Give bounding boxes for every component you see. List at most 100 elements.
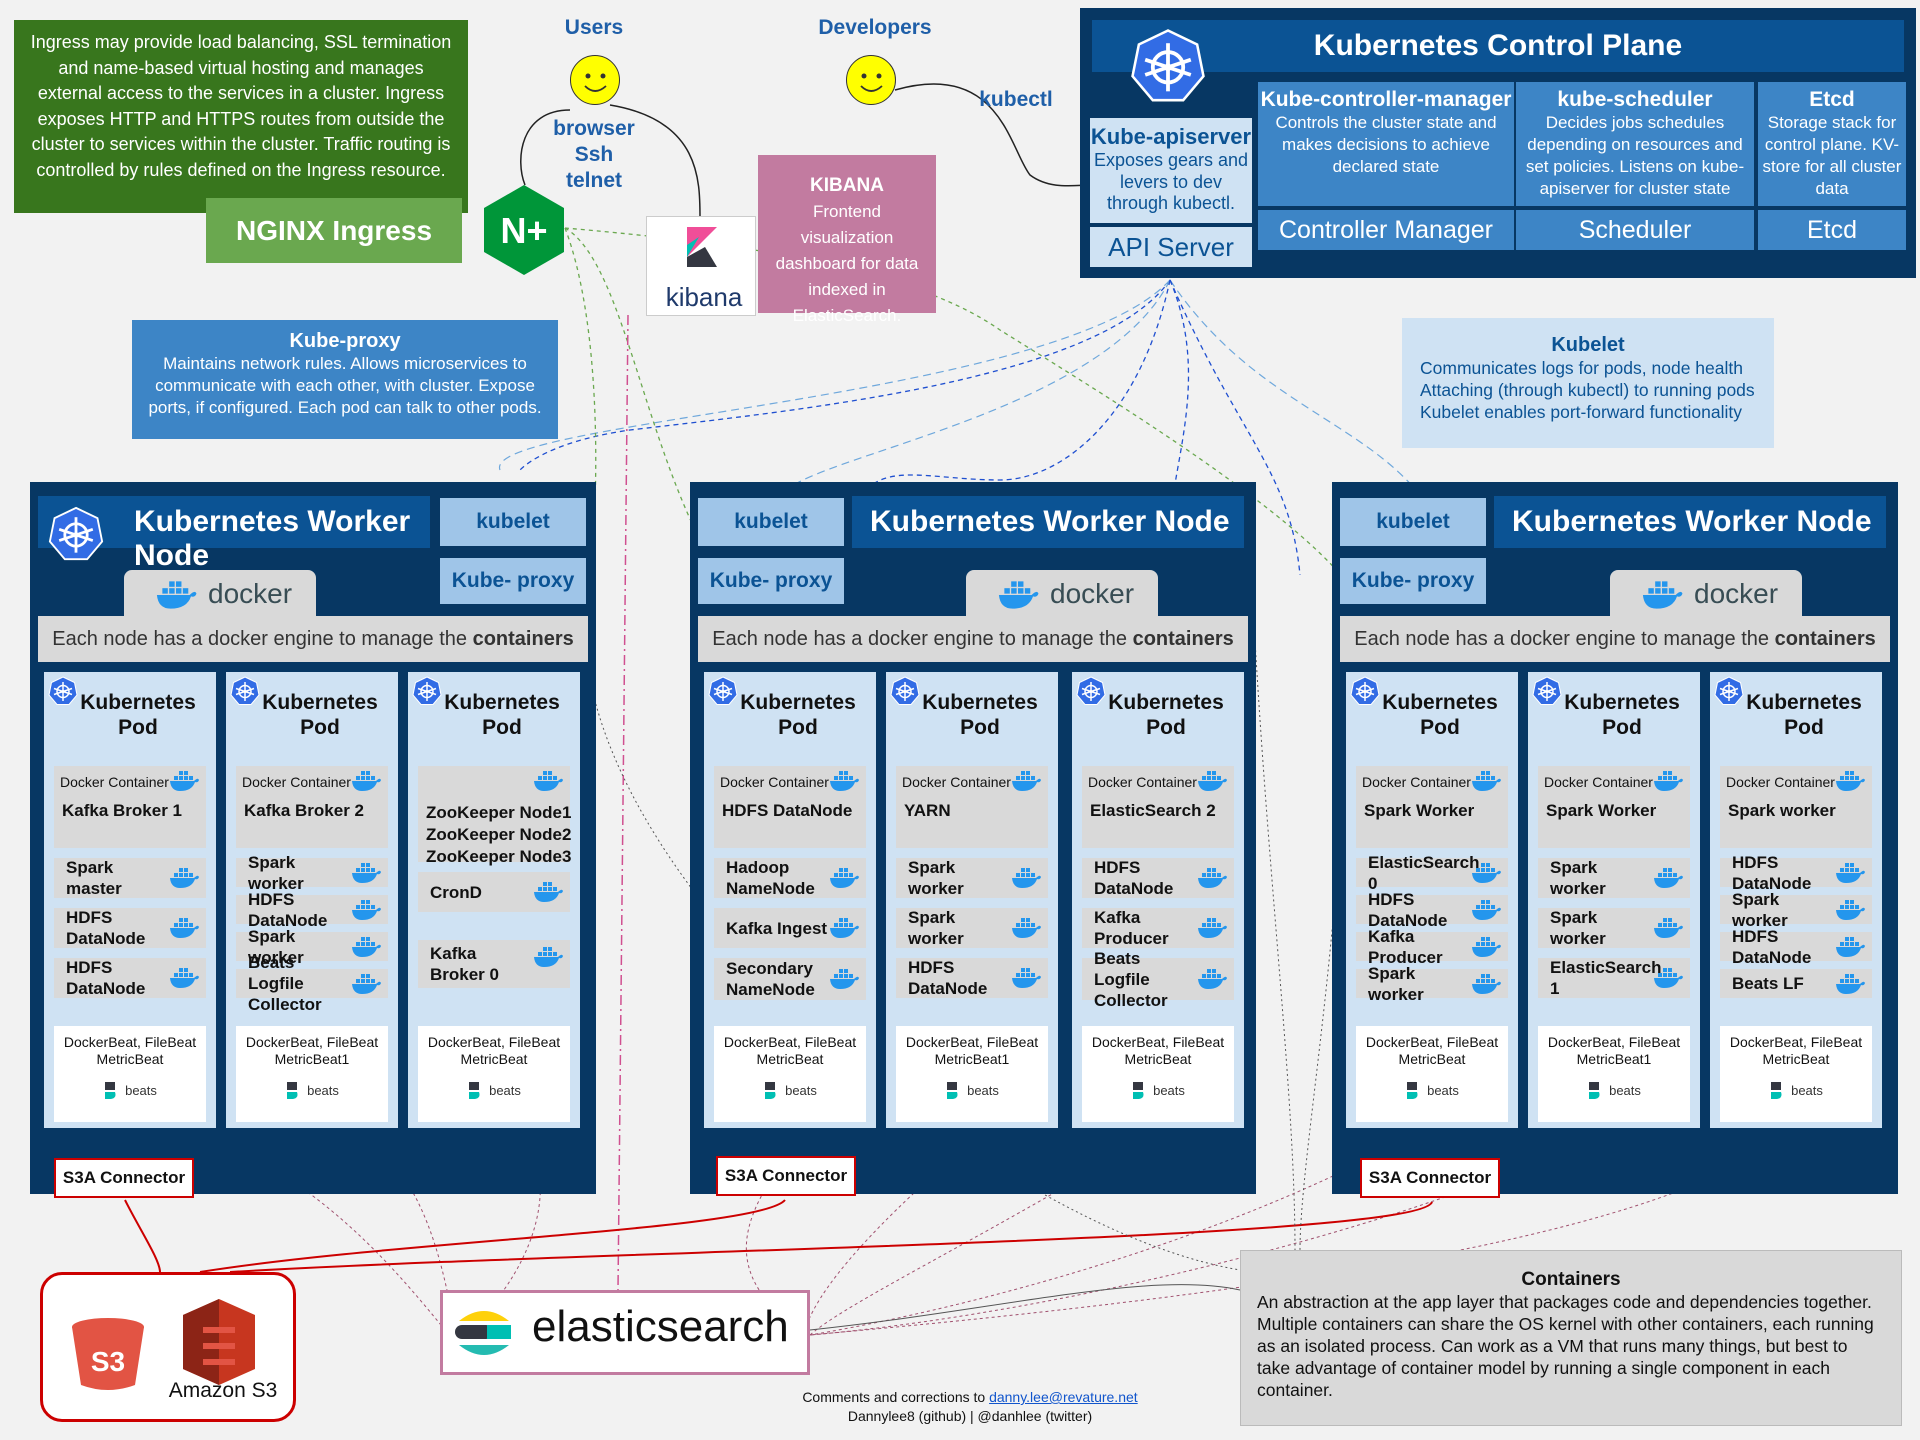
container-item: ElasticSearch 0 <box>1356 853 1508 893</box>
docker-whale-icon <box>1472 863 1501 883</box>
etcd-body: Storage stack for control plane. KV-stor… <box>1762 113 1902 198</box>
pod-kubernetes-logo <box>1076 676 1106 711</box>
beats-metric: MetricBeat1 <box>934 1051 1010 1067</box>
docker-whale-icon <box>1654 968 1683 988</box>
docker-logo-text: docker <box>1694 578 1779 609</box>
pod-title: Kubernetes Pod <box>1364 690 1516 740</box>
docker-engine-bar: Each node has a docker engine to manage … <box>1340 616 1890 662</box>
kubernetes-logo-wrap <box>48 506 104 567</box>
s3a-connector: S3A Connector <box>54 1158 194 1198</box>
beats-logo-text: beats <box>967 1082 999 1098</box>
kube-proxy-box[interactable]: Kube- proxy <box>698 558 844 604</box>
docker-container: Docker Container ElasticSearch 2 <box>1082 766 1234 848</box>
docker-container-label: Docker Container <box>242 774 351 790</box>
docker-container: Docker Container Kafka Broker 1 <box>54 766 206 848</box>
nginx-plus-logo: N+ <box>484 185 564 275</box>
pod-title: Kubernetes Pod <box>1546 690 1698 740</box>
docker-whale-icon <box>1012 771 1041 791</box>
beats-box: DockerBeat, FileBeat MetricBeat beats <box>418 1026 570 1122</box>
kubernetes-pod: Kubernetes Pod Docker Container Spark worke… <box>1710 672 1882 1128</box>
container-name: ElasticSearch 2 <box>1090 801 1216 820</box>
worker-node-title-bar: Kubernetes Worker Node <box>38 496 430 572</box>
docker-whale-icon <box>830 918 859 938</box>
pod-title-line-2: Pod <box>1602 716 1642 739</box>
pod-title-line-1: Kubernetes <box>1564 691 1680 714</box>
control-plane-title: Kubernetes Control Plane <box>1092 20 1904 72</box>
kube-scheduler-box: kube-scheduler Decides jobs schedules de… <box>1516 82 1754 206</box>
beats-logo-icon <box>1771 1082 1782 1099</box>
kibana-note-title: KIBANA <box>810 175 884 196</box>
docker-whale-icon <box>1836 974 1865 994</box>
kubelet-note-title: Kubelet <box>1551 334 1625 356</box>
beats-metric: MetricBeat <box>756 1051 824 1067</box>
kubernetes-pod: Kubernetes Pod Docker Container Kafka Broke… <box>44 672 216 1128</box>
apiserver-title: Kube-apiserver <box>1090 124 1252 149</box>
scheduler-label: Scheduler <box>1516 210 1754 250</box>
container-item: HDFS DataNode <box>54 908 206 948</box>
beats-line-1: DockerBeat, FileBeat <box>723 1034 857 1050</box>
container-item-label: Hadoop NameNode <box>726 858 815 898</box>
kube-proxy-box[interactable]: Kube- proxy <box>440 558 586 604</box>
kubernetes-logo-icon <box>890 676 920 705</box>
docker-whale-icon <box>170 918 199 938</box>
docker-container-label: Docker Container <box>1726 774 1835 790</box>
container-item-label: Kafka Producer <box>1368 926 1443 967</box>
amazon-s3-label: Amazon S3 <box>168 1379 278 1402</box>
beats-metric: MetricBeat1 <box>1576 1051 1652 1067</box>
docker-whale-icon <box>1654 918 1683 938</box>
kibana-note-body: Frontend visualization dashboard for dat… <box>775 202 919 325</box>
kubelet-box[interactable]: kubelet <box>1340 498 1486 546</box>
container-item: Spark master <box>54 858 206 898</box>
credit-line-2: Dannylee8 (github) | @danhlee (twitter) <box>847 1408 1093 1424</box>
beats-logo-icon <box>469 1082 480 1099</box>
container-item-label: HDFS DataNode <box>66 958 146 998</box>
docker-whale-icon <box>1642 581 1683 609</box>
docker-container: Docker Container HDFS DataNode <box>714 766 866 848</box>
beats-logo-text: beats <box>307 1082 339 1098</box>
beats-box: DockerBeat, FileBeat MetricBeat beats <box>1356 1026 1508 1122</box>
worker-node-title: Kubernetes Worker Node <box>1512 505 1872 538</box>
kubelet-box[interactable]: kubelet <box>440 498 586 546</box>
credit-email-link[interactable]: danny.lee@revature.net <box>989 1389 1138 1405</box>
pod-title-line-1: Kubernetes <box>80 691 196 714</box>
kubernetes-logo-icon <box>708 676 738 705</box>
container-item-label: Kafka Producer <box>1094 908 1169 948</box>
amazon-s3-box: S3 Amazon S3 <box>40 1272 296 1422</box>
worker-node-title-bar: Kubernetes Worker Node <box>1494 496 1886 548</box>
pod-title-line-1: Kubernetes <box>444 691 560 714</box>
container-item-label: HDFS DataNode <box>66 908 146 948</box>
container-item-label: HDFS DataNode <box>1732 926 1812 967</box>
container-name: Kafka Broker 1 <box>62 801 183 820</box>
kubernetes-logo-icon <box>1076 676 1106 705</box>
docker-bar-bold: containers <box>472 628 574 650</box>
container-item-label: Kafka Broker 0 <box>430 944 499 984</box>
container-item: HDFS DataNode <box>1720 926 1872 967</box>
containers-note-title: Containers <box>1521 1269 1621 1290</box>
kubelet-box[interactable]: kubelet <box>698 498 844 546</box>
container-item: Beats Logfile Collector <box>1082 949 1234 1010</box>
docker-whale-icon <box>352 974 381 994</box>
container-item-label: Spark worker <box>248 852 304 893</box>
pod-title: Kubernetes Pod <box>426 690 578 740</box>
pod-kubernetes-logo <box>412 676 442 711</box>
kube-proxy-box[interactable]: Kube- proxy <box>1340 558 1486 604</box>
docker-whale-icon <box>1836 900 1865 920</box>
docker-container: ZooKeeper Node1 ZooKeeper Node2 ZooKeepe… <box>418 766 571 866</box>
beats-line-1: DockerBeat, FileBeat <box>427 1034 561 1050</box>
kubelet-note-line-1: Communicates logs for pods, node health <box>1420 358 1743 378</box>
kubernetes-logo-icon <box>1350 676 1380 705</box>
kubernetes-pod: Kubernetes Pod Docker Container Spark Worke… <box>1528 672 1700 1128</box>
worker-node-title-bar: Kubernetes Worker Node <box>852 496 1400 561</box>
developers-label: Developers <box>818 16 932 39</box>
pod-kubernetes-logo <box>890 676 920 711</box>
container-item: Kafka Broker 0 <box>418 940 570 988</box>
kubernetes-logo-icon <box>412 676 442 705</box>
docker-bar-bold: containers <box>1774 628 1876 650</box>
beats-line-1: DockerBeat, FileBeat <box>905 1034 1039 1050</box>
kube-proxy-note-title: Kube-proxy <box>289 330 401 352</box>
container-item: HDFS DataNode <box>1356 890 1508 930</box>
pod-title-line-2: Pod <box>300 716 340 739</box>
docker-whale-icon <box>1198 969 1227 989</box>
docker-container-label: Docker Container <box>720 774 829 790</box>
nginx-logo-text: N+ <box>500 210 547 251</box>
